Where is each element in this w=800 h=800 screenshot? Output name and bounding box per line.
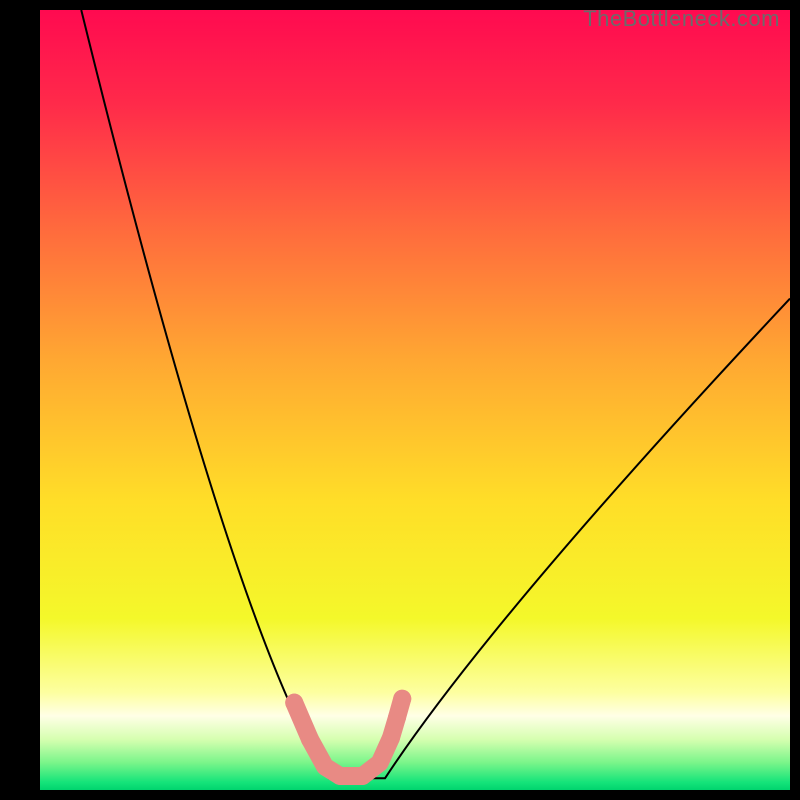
data-marker xyxy=(382,729,400,747)
chart-container: TheBottleneck.com xyxy=(0,0,800,800)
data-marker xyxy=(354,767,372,785)
bottleneck-chart xyxy=(0,0,800,800)
data-marker xyxy=(331,767,349,785)
data-marker xyxy=(285,694,303,712)
data-marker xyxy=(301,730,319,748)
data-marker xyxy=(393,690,411,708)
gradient-background xyxy=(40,10,790,790)
data-marker xyxy=(388,708,406,726)
